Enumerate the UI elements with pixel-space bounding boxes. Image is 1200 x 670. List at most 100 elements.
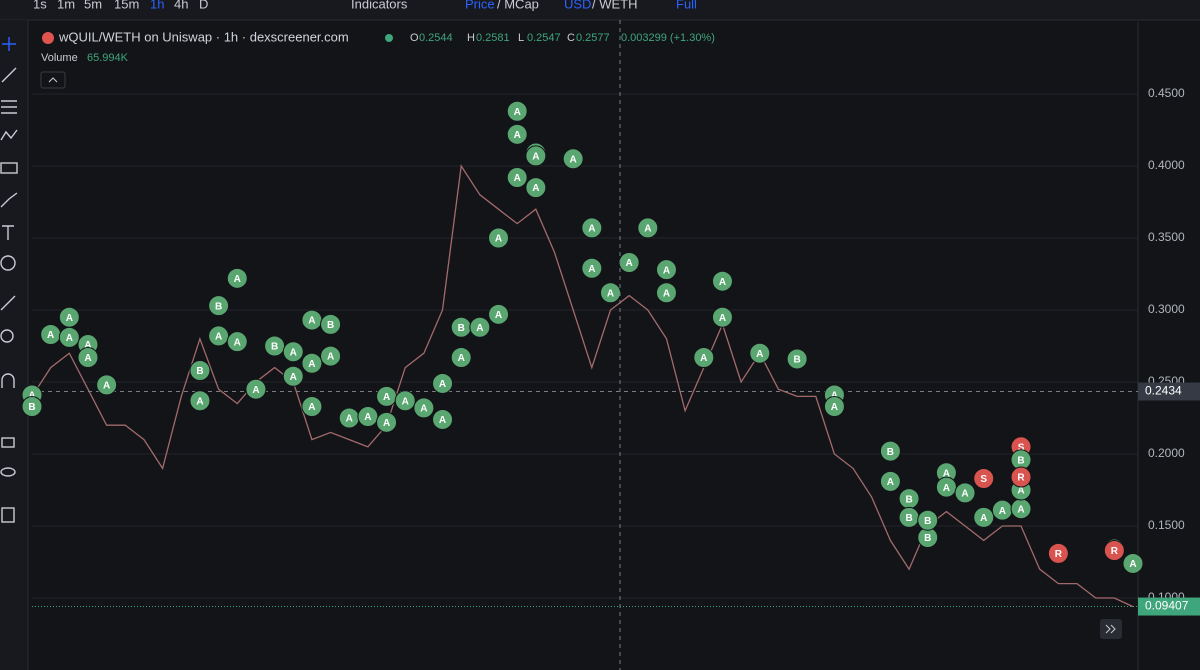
trade-marker xyxy=(711,270,733,292)
trade-marker-label: A xyxy=(607,288,614,299)
trade-marker-label: A xyxy=(663,288,670,299)
weth-toggle[interactable]: / WETH xyxy=(592,0,638,11)
emoji-tool[interactable] xyxy=(0,255,16,271)
trade-marker-label: A xyxy=(980,513,987,524)
trade-marker-label: A xyxy=(532,152,539,163)
interval-button[interactable]: 1m xyxy=(57,0,75,11)
trade-marker-label: A xyxy=(943,468,950,479)
trade-marker-label: A xyxy=(644,224,651,235)
trade-marker-label: B xyxy=(28,402,35,413)
trade-marker-label: A xyxy=(514,130,521,141)
interval-button[interactable]: 5m xyxy=(84,0,102,11)
trade-marker-label: A xyxy=(495,310,502,321)
zoom-tool[interactable] xyxy=(0,329,14,343)
trade-marker-label: B xyxy=(924,533,931,544)
scroll-button[interactable] xyxy=(1100,619,1122,639)
trade-marker xyxy=(562,148,584,170)
tool-icons[interactable] xyxy=(0,37,18,523)
trade-marker-label: A xyxy=(66,313,73,324)
left-toolbar xyxy=(0,20,28,670)
trade-marker-label: A xyxy=(999,506,1006,517)
trade-marker xyxy=(879,470,901,492)
legend-title: wQUIL/WETH on Uniswap · 1h · dexscreener… xyxy=(58,29,349,44)
full-button[interactable]: Full xyxy=(676,0,697,11)
indicators-button[interactable]: Indicators xyxy=(351,0,408,11)
trade-marker-label: A xyxy=(290,347,297,358)
trade-marker xyxy=(432,372,454,394)
trade-marker xyxy=(525,145,547,167)
trade-marker-label: A xyxy=(290,372,297,383)
interval-button[interactable]: 15m xyxy=(114,0,139,11)
ohlc-label: H xyxy=(467,32,475,44)
lock-tool[interactable] xyxy=(1,437,15,448)
trade-marker-label: A xyxy=(234,274,241,285)
trade-marker-label: A xyxy=(514,173,521,184)
volume-value: 65.994K xyxy=(87,52,129,64)
trade-marker xyxy=(301,395,323,417)
trade-marker xyxy=(77,347,99,369)
magnet-tool[interactable] xyxy=(1,373,15,388)
trade-marker-label: A xyxy=(700,353,707,364)
trade-marker xyxy=(1103,539,1125,561)
collapse-icon xyxy=(48,77,58,83)
text-tool[interactable] xyxy=(2,225,14,240)
trade-marker-label: B xyxy=(271,342,278,353)
ohlc-label: L xyxy=(518,32,524,44)
trade-marker xyxy=(693,347,715,369)
trade-marker-label: A xyxy=(346,414,353,425)
crosshair-tool[interactable] xyxy=(2,37,16,51)
trade-marker xyxy=(469,316,491,338)
trade-marker xyxy=(189,390,211,412)
ohlc-label: O xyxy=(410,32,419,44)
trade-marker xyxy=(432,408,454,430)
trash-tool[interactable] xyxy=(1,507,15,523)
fib-tool[interactable] xyxy=(0,162,18,174)
trade-marker xyxy=(973,467,995,489)
trade-marker xyxy=(282,341,304,363)
trade-marker-label: A xyxy=(364,412,371,423)
hline-tool[interactable] xyxy=(1,100,17,114)
interval-button[interactable]: 1h xyxy=(150,0,164,11)
collapse-button[interactable] xyxy=(40,71,66,89)
trade-marker xyxy=(450,347,472,369)
trade-marker-label: R xyxy=(1111,546,1119,557)
price-toggle[interactable]: Price xyxy=(465,0,495,11)
trade-marker-label: A xyxy=(308,359,315,370)
interval-button[interactable]: 4h xyxy=(174,0,188,11)
interval-button[interactable]: D xyxy=(199,0,208,11)
ohlc-value: 0.2544 xyxy=(419,32,453,44)
ruler-tool[interactable] xyxy=(0,295,16,311)
trade-marker xyxy=(749,342,771,364)
interval-button[interactable]: 1s xyxy=(33,0,47,11)
line-tool[interactable] xyxy=(1,67,17,83)
trade-marker-label: B xyxy=(924,516,931,527)
trade-marker xyxy=(618,251,640,273)
trade-marker-label: A xyxy=(1017,486,1024,497)
change-value: 0.003299 (+1.30%) xyxy=(621,32,715,44)
visibility-tool[interactable] xyxy=(0,467,16,477)
last-price-box xyxy=(1138,597,1200,616)
trade-marker-label: A xyxy=(103,381,110,392)
trade-marker-label: B xyxy=(196,366,203,377)
trade-marker-label: S xyxy=(1018,442,1025,453)
trade-marker-label: B xyxy=(458,323,465,334)
pattern-tool[interactable] xyxy=(0,129,18,141)
status-dot xyxy=(385,34,393,42)
trade-marker xyxy=(637,217,659,239)
trade-marker xyxy=(413,397,435,419)
trade-marker-label: A xyxy=(1017,504,1024,515)
mcap-toggle[interactable]: / MCap xyxy=(497,0,539,11)
trade-marker-label: A xyxy=(570,154,577,165)
crosshair-price-box xyxy=(1138,382,1200,401)
y-tick-label: 0.4500 xyxy=(1148,86,1185,100)
usd-toggle[interactable]: USD xyxy=(564,0,591,11)
brush-tool[interactable] xyxy=(0,192,18,208)
trade-marker xyxy=(1047,542,1069,564)
trade-marker xyxy=(245,378,267,400)
last-price: 0.09407 xyxy=(1145,599,1189,613)
trade-marker xyxy=(320,313,342,335)
trade-marker xyxy=(301,352,323,374)
trade-marker xyxy=(506,123,528,145)
trade-marker xyxy=(282,365,304,387)
trade-marker xyxy=(973,506,995,528)
